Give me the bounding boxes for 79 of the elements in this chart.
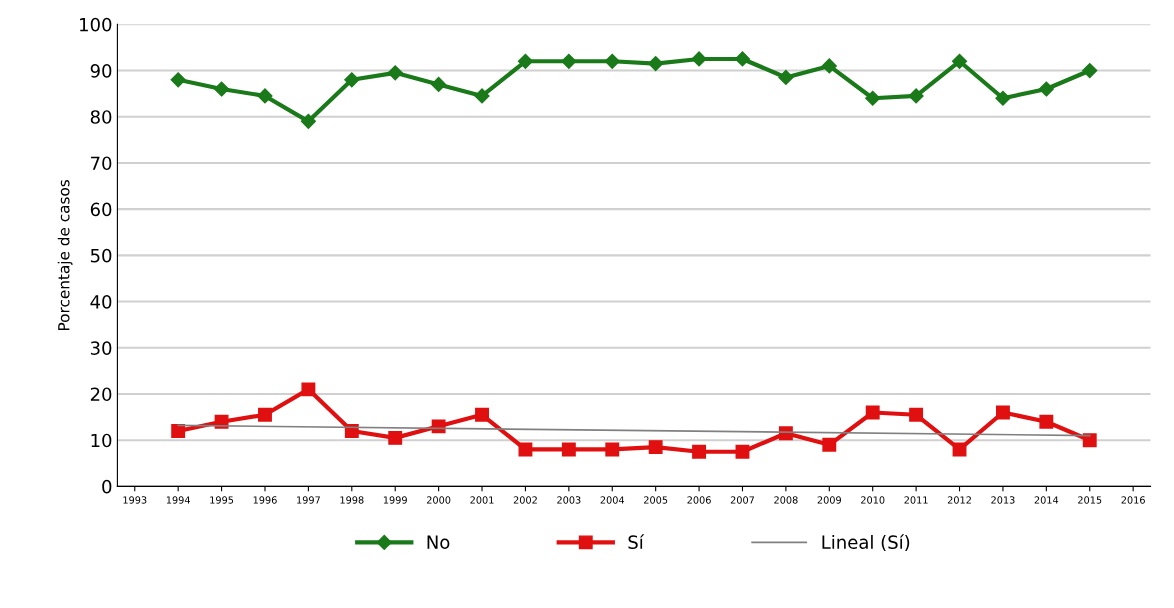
x-tick-label: 1993 bbox=[123, 496, 147, 504]
point bbox=[518, 442, 533, 457]
point bbox=[648, 56, 664, 72]
point bbox=[257, 88, 273, 104]
point bbox=[865, 90, 881, 106]
point bbox=[214, 81, 230, 97]
legend-label: No bbox=[427, 535, 450, 549]
point bbox=[865, 405, 880, 420]
point bbox=[995, 405, 1010, 420]
point bbox=[300, 113, 316, 129]
x-tick-label: 2003 bbox=[557, 496, 581, 504]
point bbox=[387, 65, 403, 81]
point bbox=[475, 407, 489, 422]
y-axis-title: Porcentaje de casos bbox=[57, 179, 73, 330]
y-tick-label: 20 bbox=[90, 387, 112, 402]
x-tick-label: 2008 bbox=[774, 496, 798, 504]
point bbox=[561, 442, 576, 457]
point bbox=[344, 72, 360, 88]
x-tick-label: 2015 bbox=[1078, 496, 1102, 504]
point bbox=[908, 88, 924, 104]
x-tick-label: 1999 bbox=[383, 496, 407, 504]
point bbox=[1082, 433, 1097, 448]
point bbox=[1082, 62, 1098, 79]
point bbox=[734, 51, 751, 67]
x-tick-label: 2012 bbox=[947, 496, 971, 504]
point bbox=[1038, 81, 1054, 97]
x-tick-label: 2005 bbox=[644, 496, 668, 504]
point bbox=[692, 444, 707, 459]
point bbox=[170, 72, 186, 88]
point bbox=[604, 53, 620, 69]
x-tick-label: 2007 bbox=[730, 496, 755, 504]
legend-label: Lineal (Sí) bbox=[822, 534, 910, 552]
x-tick-label: 2002 bbox=[513, 496, 537, 504]
point bbox=[605, 442, 620, 457]
y-tick-label: 10 bbox=[91, 433, 112, 448]
point bbox=[431, 76, 447, 92]
x-tick-label: 1996 bbox=[253, 496, 277, 504]
x-tick-label: 1994 bbox=[166, 496, 190, 504]
x-tick-label: 2009 bbox=[817, 496, 841, 504]
y-tick-label: 70 bbox=[91, 156, 112, 171]
x-tick-label: 2014 bbox=[1034, 496, 1059, 504]
y-tick-label: 80 bbox=[90, 110, 112, 124]
point bbox=[648, 440, 663, 455]
x-tick-label: 2004 bbox=[600, 496, 625, 504]
point bbox=[474, 88, 490, 104]
point bbox=[258, 407, 272, 422]
point bbox=[909, 407, 924, 422]
x-tick-label: 2000 bbox=[426, 496, 451, 504]
x-tick-label: 2011 bbox=[904, 496, 928, 504]
y-tick-label: 30 bbox=[90, 341, 112, 355]
point bbox=[821, 58, 837, 74]
point bbox=[517, 53, 534, 69]
y-tick-label: 40 bbox=[90, 295, 112, 309]
x-tick-label: 2001 bbox=[470, 496, 494, 504]
x-tick-label: 2013 bbox=[991, 496, 1015, 504]
x-tick-label: 1998 bbox=[340, 496, 364, 504]
point bbox=[778, 69, 794, 86]
point bbox=[952, 442, 967, 457]
y-tick-label: 60 bbox=[90, 202, 112, 217]
point bbox=[561, 53, 577, 69]
point bbox=[171, 424, 186, 438]
x-tick-label: 2016 bbox=[1121, 496, 1145, 504]
point bbox=[691, 51, 707, 67]
point bbox=[301, 382, 316, 397]
y-tick-label: 100 bbox=[80, 17, 112, 32]
point bbox=[1039, 414, 1054, 429]
y-tick-label: 0 bbox=[102, 479, 112, 494]
x-tick-label: 1995 bbox=[210, 496, 234, 504]
x-tick-label: 2006 bbox=[687, 496, 711, 504]
x-tick-label: 1997 bbox=[297, 496, 320, 504]
y-tick-label: 90 bbox=[90, 63, 112, 78]
point bbox=[995, 90, 1011, 106]
point bbox=[735, 444, 750, 459]
y-tick-label: 50 bbox=[90, 248, 112, 263]
x-tick-label: 2010 bbox=[861, 496, 885, 504]
legend-label: Sí bbox=[628, 534, 645, 549]
point bbox=[822, 437, 837, 452]
point bbox=[951, 53, 968, 69]
point bbox=[388, 430, 403, 445]
